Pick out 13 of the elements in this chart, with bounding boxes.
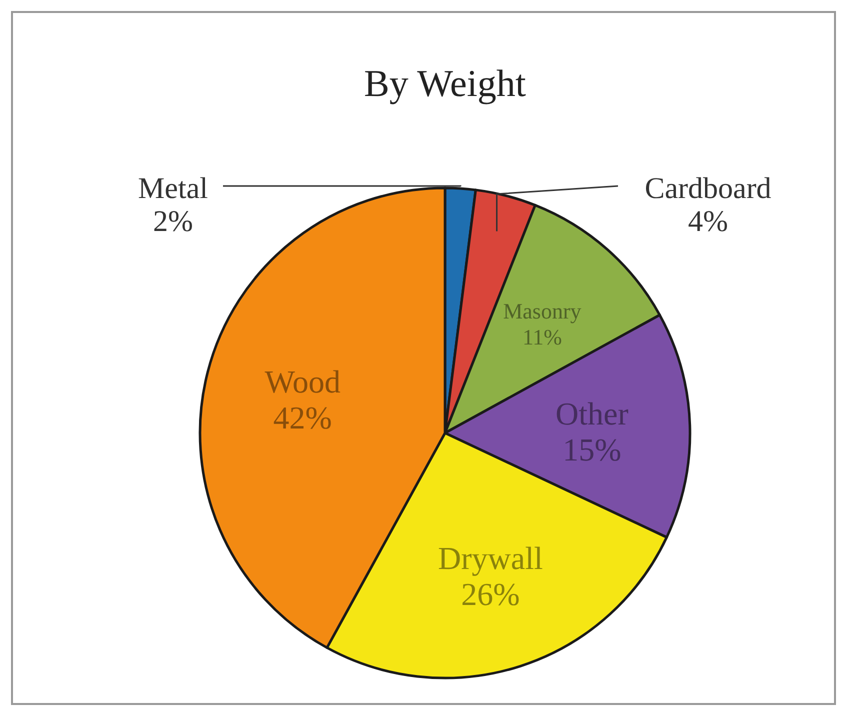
slice-label: Cardboard: [644, 172, 772, 205]
data-label: 26%: [461, 576, 520, 612]
slice-label: Other: [556, 395, 629, 432]
data-label: 4%: [688, 205, 728, 238]
data-label: 42%: [273, 399, 332, 436]
slice-label: Drywall: [438, 540, 543, 576]
chart-title: By Weight: [364, 63, 526, 105]
slice-label: Wood: [264, 363, 340, 400]
data-label: 11%: [522, 324, 562, 350]
data-label: 15%: [562, 431, 622, 468]
slice-label: Masonry: [503, 298, 582, 324]
data-label: 2%: [153, 205, 193, 238]
slice-label: Metal: [138, 172, 208, 205]
